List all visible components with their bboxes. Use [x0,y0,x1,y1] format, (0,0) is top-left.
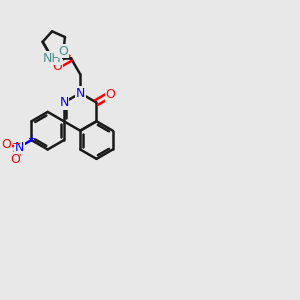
Text: N: N [14,141,24,154]
Text: N: N [76,87,85,100]
Text: NH: NH [43,52,61,64]
Text: N: N [59,96,69,109]
Text: O: O [105,88,115,101]
Text: O: O [1,138,11,152]
Text: +: + [27,134,34,144]
Text: −: − [12,139,22,149]
Text: O: O [52,60,62,73]
Text: O: O [58,45,68,58]
Text: O: O [10,153,20,166]
